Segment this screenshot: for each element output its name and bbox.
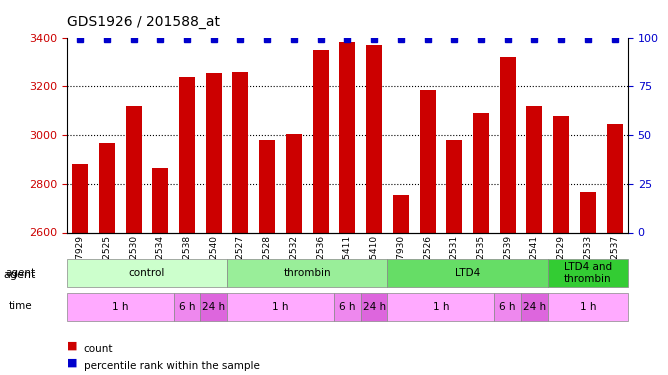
Text: 6 h: 6 h — [179, 302, 195, 312]
Text: 1 h: 1 h — [273, 302, 289, 312]
FancyBboxPatch shape — [494, 292, 521, 321]
FancyBboxPatch shape — [521, 292, 548, 321]
Text: 24 h: 24 h — [363, 302, 385, 312]
Text: 1 h: 1 h — [433, 302, 449, 312]
FancyBboxPatch shape — [387, 292, 494, 321]
Text: agent: agent — [3, 270, 35, 279]
FancyBboxPatch shape — [200, 292, 227, 321]
Text: 6 h: 6 h — [500, 302, 516, 312]
Text: thrombin: thrombin — [283, 268, 331, 278]
Bar — [232, 72, 248, 375]
Bar — [206, 73, 222, 375]
Text: ■: ■ — [67, 358, 77, 368]
Bar — [420, 90, 436, 375]
Bar — [99, 143, 115, 375]
Text: agent: agent — [5, 268, 35, 278]
Bar — [179, 76, 195, 375]
Bar — [259, 140, 275, 375]
Bar — [580, 192, 596, 375]
Text: 1 h: 1 h — [580, 302, 596, 312]
Bar — [152, 168, 168, 375]
FancyBboxPatch shape — [548, 259, 628, 287]
Bar — [126, 106, 142, 375]
FancyBboxPatch shape — [67, 292, 174, 321]
Bar — [526, 106, 542, 375]
FancyBboxPatch shape — [174, 292, 200, 321]
Bar — [72, 164, 88, 375]
FancyBboxPatch shape — [387, 259, 548, 287]
Text: LTD4 and
thrombin: LTD4 and thrombin — [564, 262, 612, 284]
Bar — [446, 140, 462, 375]
Text: ■: ■ — [67, 341, 77, 351]
Text: 24 h: 24 h — [202, 302, 225, 312]
Bar — [607, 124, 623, 375]
Bar — [500, 57, 516, 375]
Bar — [339, 42, 355, 375]
FancyBboxPatch shape — [227, 259, 387, 287]
Text: 6 h: 6 h — [339, 302, 355, 312]
Text: 1 h: 1 h — [112, 302, 128, 312]
Text: time: time — [9, 302, 32, 311]
Bar — [366, 45, 382, 375]
FancyBboxPatch shape — [227, 292, 334, 321]
Text: control: control — [129, 268, 165, 278]
Text: count: count — [84, 344, 113, 354]
Bar — [473, 113, 489, 375]
FancyBboxPatch shape — [361, 292, 387, 321]
FancyBboxPatch shape — [548, 292, 628, 321]
Bar — [313, 50, 329, 375]
Text: percentile rank within the sample: percentile rank within the sample — [84, 361, 259, 370]
Text: GDS1926 / 201588_at: GDS1926 / 201588_at — [67, 15, 220, 29]
FancyBboxPatch shape — [67, 259, 227, 287]
Text: 24 h: 24 h — [523, 302, 546, 312]
Bar — [553, 116, 569, 375]
FancyBboxPatch shape — [334, 292, 361, 321]
Bar — [393, 195, 409, 375]
Bar — [286, 134, 302, 375]
Text: LTD4: LTD4 — [455, 268, 480, 278]
